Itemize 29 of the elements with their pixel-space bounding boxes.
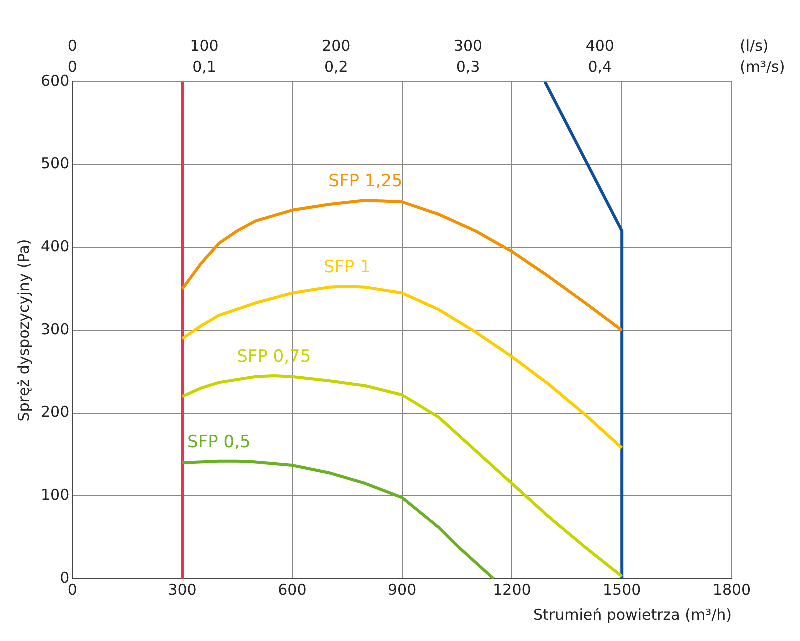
- series-label: SFP 0,75: [237, 346, 312, 367]
- x-tick-label: 300: [168, 580, 197, 599]
- text: 0,4: [588, 58, 612, 76]
- x-axis-title: Strumień powietrza (m³/h): [534, 606, 732, 624]
- y-tick-label: 0: [60, 568, 70, 587]
- text: 0,3: [456, 58, 480, 76]
- y-tick-label: 400: [40, 238, 70, 256]
- x-tick-label: 600: [278, 580, 307, 599]
- y-axis-title: Spręż dyspozycyjny (Pa): [14, 239, 33, 422]
- x-tick-label: 1500: [603, 580, 642, 599]
- series-label: SFP 1: [324, 258, 371, 278]
- y-tick-label: 100: [40, 486, 70, 504]
- y-tick-label: 200: [40, 403, 70, 422]
- text: 0,1: [192, 58, 216, 76]
- y-tick-label: 300: [40, 320, 70, 338]
- x-tick-label: 1200: [493, 580, 532, 599]
- text: (m³/s): [740, 58, 786, 76]
- x2-tick-label: 200: [322, 36, 351, 55]
- y-tick-label: 600: [40, 72, 70, 90]
- x-tick-label: 1800: [712, 580, 752, 599]
- x-tick-label: 900: [388, 580, 417, 599]
- x2-tick-label: 100: [190, 36, 219, 55]
- y-tick-label: 500: [40, 154, 70, 173]
- series-label: SFP 1,25: [328, 171, 403, 192]
- text: 0,2: [324, 58, 348, 76]
- x2-tick-label: 300: [454, 36, 483, 55]
- x2-axis-title: (l/s): [740, 36, 769, 55]
- x2-tick-label: 400: [586, 36, 614, 55]
- series-label: SFP 0,5: [188, 432, 251, 452]
